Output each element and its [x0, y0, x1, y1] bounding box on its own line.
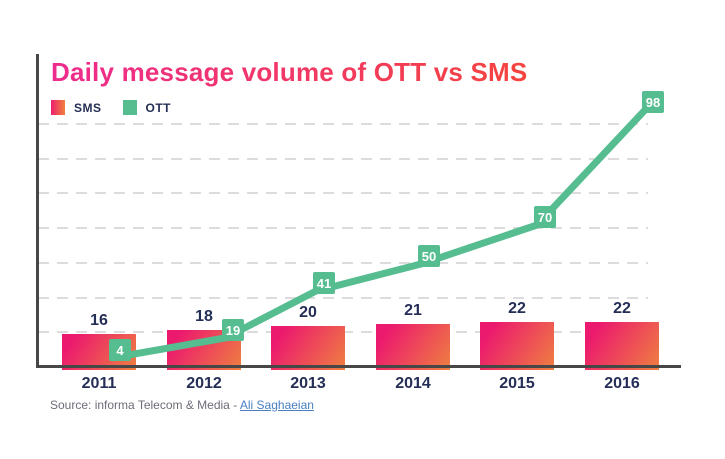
legend: SMS OTT [51, 100, 171, 115]
sms-bar-2015 [480, 322, 554, 370]
sms-bar-2014 [376, 324, 450, 370]
gridline [38, 227, 648, 229]
ott-point-2014: 50 [418, 245, 440, 267]
source-text: Source: informa Telecom & Media - [50, 398, 240, 412]
sms-bar-2016 [585, 322, 659, 370]
legend-item-ott[interactable]: OTT [122, 100, 172, 115]
gridline [38, 192, 648, 194]
y-axis-line [36, 54, 39, 368]
ott-point-2011: 4 [109, 339, 131, 361]
ott-swatch-icon [122, 100, 137, 115]
x-axis-label-2013: 2013 [290, 375, 326, 392]
source-link[interactable]: Ali Saghaeian [239, 398, 314, 412]
sms-bar-2013 [271, 326, 345, 370]
gridline [38, 262, 648, 264]
ott-point-2016: 98 [642, 91, 664, 113]
gridline [38, 123, 648, 125]
chart-title: Daily message volume of OTT vs SMS [51, 57, 528, 87]
legend-label-ott: OTT [145, 100, 172, 115]
sms-value-label-2016: 22 [613, 300, 631, 317]
sms-value-label-2015: 22 [508, 300, 526, 317]
x-axis-line [36, 365, 681, 368]
ott-point-2015: 70 [534, 206, 556, 228]
x-axis-label-2014: 2014 [395, 375, 431, 392]
x-axis-label-2011: 2011 [81, 375, 117, 392]
sms-value-label-2011: 16 [90, 312, 108, 329]
gridline [38, 158, 648, 160]
sms-value-label-2014: 21 [404, 302, 422, 319]
x-axis-label-2015: 2015 [499, 375, 535, 392]
ott-point-2013: 41 [313, 272, 335, 294]
sms-value-label-2013: 20 [299, 304, 317, 321]
x-axis-label-2012: 2012 [186, 375, 222, 392]
gridline [38, 297, 648, 299]
sms-value-label-2012: 18 [195, 308, 213, 325]
legend-label-sms: SMS [74, 100, 102, 115]
x-axis-label-2016: 2016 [604, 375, 640, 392]
legend-item-sms[interactable]: SMS [51, 100, 102, 115]
source-note: Source: informa Telecom & Media - Ali Sa… [50, 398, 314, 412]
sms-swatch-icon [51, 100, 65, 115]
